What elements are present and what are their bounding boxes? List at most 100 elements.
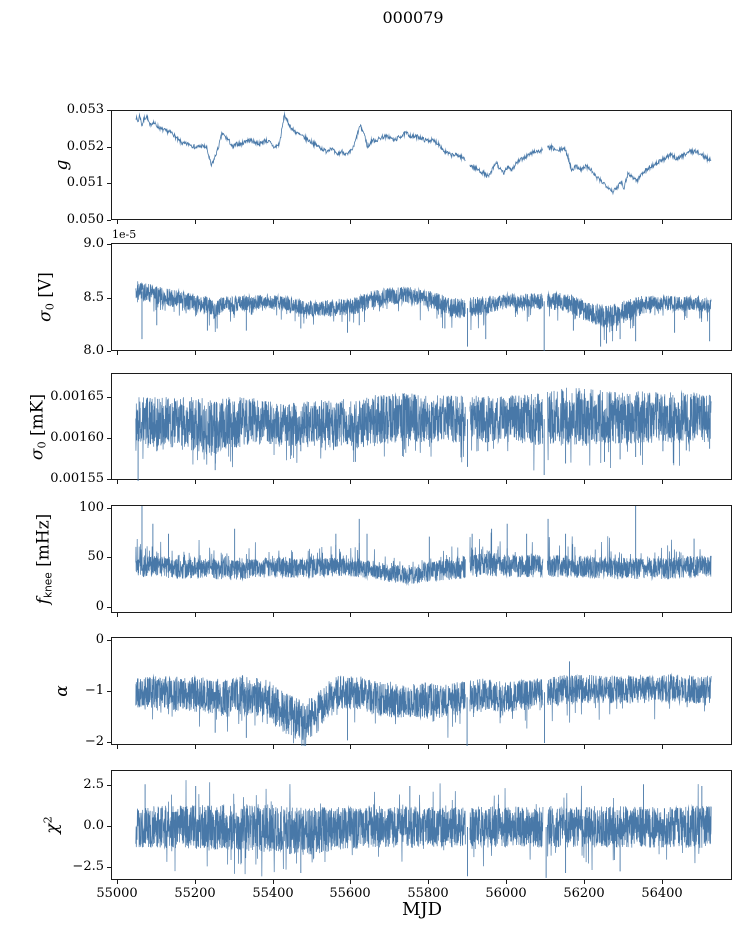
y-tick-label: 0.050 xyxy=(66,212,104,227)
y-tick-label: 8.5 xyxy=(83,290,104,305)
y-axis-label: fknee [mHz] xyxy=(34,514,55,605)
x-tick-mark xyxy=(506,745,507,749)
y-tick-mark xyxy=(107,147,111,148)
x-tick-mark xyxy=(117,613,118,617)
y-axis-label-part: 2 xyxy=(41,816,55,824)
x-tick-mark xyxy=(195,351,196,355)
x-tick-mark xyxy=(350,480,351,484)
y-tick-mark xyxy=(107,607,111,608)
y-tick-label: −2 xyxy=(84,734,104,749)
y-tick-label: 0.053 xyxy=(66,102,104,117)
x-tick-mark xyxy=(428,613,429,617)
y-tick-mark xyxy=(107,508,111,509)
y-tick-label: 0.00165 xyxy=(50,389,104,404)
y-tick-mark xyxy=(107,826,111,827)
x-tick-mark xyxy=(195,480,196,484)
x-tick-mark xyxy=(584,745,585,749)
axes-box xyxy=(111,373,733,481)
x-axis-title: MJD xyxy=(401,899,443,920)
y-axis-label-part: f xyxy=(33,598,54,605)
x-tick-mark xyxy=(273,220,274,224)
x-tick-mark xyxy=(195,220,196,224)
y-tick-label: 2.5 xyxy=(83,777,104,792)
y-tick-label: 0.00155 xyxy=(50,471,104,486)
y-axis-label: σ0 [V] xyxy=(35,272,56,322)
x-tick-mark xyxy=(584,480,585,484)
x-tick-mark xyxy=(428,480,429,484)
y-axis-label-part: [V] xyxy=(35,272,56,304)
x-tick-mark xyxy=(662,880,663,884)
x-tick-mark xyxy=(117,480,118,484)
y-axis-label-part: knee xyxy=(42,572,55,599)
y-tick-label: 0.052 xyxy=(66,139,104,154)
x-tick-mark xyxy=(350,745,351,749)
y-tick-label: 50 xyxy=(87,549,104,564)
data-series-canvas xyxy=(112,771,733,881)
y-tick-mark xyxy=(107,479,111,480)
y-axis-label-part: α xyxy=(52,685,72,697)
x-tick-mark xyxy=(662,745,663,749)
x-tick-mark xyxy=(273,480,274,484)
axes-box xyxy=(111,637,733,746)
y-tick-mark xyxy=(107,438,111,439)
x-tick-label: 56000 xyxy=(485,886,527,901)
x-tick-mark xyxy=(662,480,663,484)
x-tick-mark xyxy=(506,480,507,484)
x-tick-mark xyxy=(506,351,507,355)
y-tick-label: 0 xyxy=(95,599,104,614)
x-tick-mark xyxy=(662,351,663,355)
x-tick-mark xyxy=(273,880,274,884)
x-tick-mark xyxy=(273,351,274,355)
data-series-canvas xyxy=(112,244,733,352)
y-tick-mark xyxy=(107,785,111,786)
data-series-canvas xyxy=(112,111,733,221)
y-tick-label: 9.0 xyxy=(83,236,104,251)
y-axis-label-part: χ xyxy=(42,823,63,834)
x-tick-mark xyxy=(662,613,663,617)
x-tick-label: 56200 xyxy=(563,886,605,901)
y-tick-mark xyxy=(107,867,111,868)
axes-box xyxy=(111,770,733,881)
x-tick-mark xyxy=(350,880,351,884)
x-tick-mark xyxy=(584,613,585,617)
y-tick-mark xyxy=(107,742,111,743)
x-tick-label: 55200 xyxy=(174,886,216,901)
x-tick-mark xyxy=(662,220,663,224)
y-tick-mark xyxy=(107,640,111,641)
y-tick-label: 0.0 xyxy=(83,818,104,833)
y-tick-mark xyxy=(107,397,111,398)
axes-box xyxy=(111,243,733,352)
y-tick-mark xyxy=(107,298,111,299)
x-tick-mark xyxy=(273,613,274,617)
data-series-canvas xyxy=(112,374,733,481)
y-tick-label: −1 xyxy=(84,683,104,698)
x-tick-mark xyxy=(350,613,351,617)
x-tick-label: 55600 xyxy=(329,886,371,901)
x-tick-mark xyxy=(195,613,196,617)
y-axis-label-part: g xyxy=(52,159,72,171)
y-tick-mark xyxy=(107,110,111,111)
x-tick-mark xyxy=(117,351,118,355)
x-tick-label: 56400 xyxy=(641,886,683,901)
y-axis-label-part: 0 xyxy=(43,303,57,311)
y-axis-label-part: σ xyxy=(35,310,56,322)
x-tick-mark xyxy=(506,880,507,884)
x-tick-label: 55800 xyxy=(407,886,449,901)
x-tick-mark xyxy=(428,880,429,884)
axes-box xyxy=(111,110,733,221)
y-axis-label-part: [mK] xyxy=(27,393,48,441)
x-tick-mark xyxy=(428,745,429,749)
y-tick-mark xyxy=(107,244,111,245)
data-series-canvas xyxy=(112,638,733,746)
data-series-canvas xyxy=(112,506,733,614)
x-tick-mark xyxy=(117,880,118,884)
x-tick-mark xyxy=(273,745,274,749)
x-tick-mark xyxy=(195,745,196,749)
y-axis-label: σ0 [mK] xyxy=(27,393,48,459)
y-axis-label: α xyxy=(52,685,72,696)
x-tick-label: 55400 xyxy=(252,886,294,901)
x-tick-mark xyxy=(117,745,118,749)
y-tick-mark xyxy=(107,220,111,221)
y-tick-label: 0.00160 xyxy=(50,430,104,445)
